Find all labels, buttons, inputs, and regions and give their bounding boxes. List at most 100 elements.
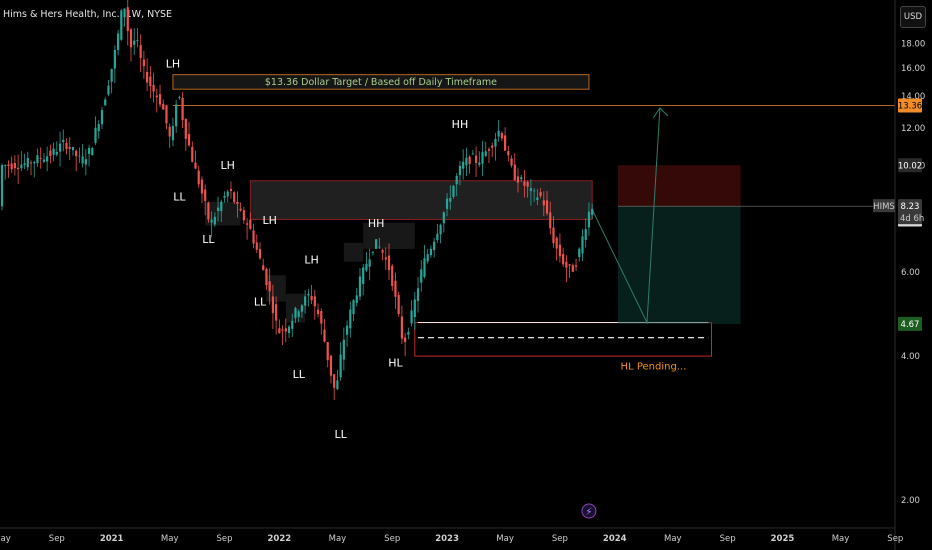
countdown-label: 4d 6h — [900, 214, 924, 224]
candle-body — [404, 337, 407, 343]
candle-body — [265, 268, 268, 285]
candle-body — [220, 201, 223, 212]
swing-label: HL — [388, 357, 403, 370]
candle-body — [52, 148, 55, 155]
candle-body — [565, 261, 568, 268]
candle-body — [7, 164, 10, 166]
candle-body — [133, 40, 136, 45]
candle-body — [494, 139, 497, 147]
swing-label: LL — [202, 233, 215, 246]
candle-body — [362, 267, 365, 285]
x-tick-label: Sep — [217, 534, 233, 544]
candle-body — [71, 146, 75, 151]
countdown-box — [898, 212, 922, 225]
candle-body — [523, 181, 526, 186]
candle-body — [181, 97, 184, 121]
candle-body — [536, 197, 539, 201]
candle-body — [287, 326, 291, 333]
candle-body — [13, 163, 16, 169]
candle-body — [291, 320, 294, 329]
x-tick-label: Sep — [49, 534, 65, 544]
x-tick-label: 2024 — [603, 534, 627, 544]
candle-body — [326, 342, 329, 361]
candle-body — [149, 76, 152, 87]
candle-body — [391, 265, 394, 286]
candle-body — [500, 133, 503, 139]
candle-body — [416, 288, 420, 301]
candle-body — [223, 195, 226, 198]
candle-body — [442, 212, 445, 224]
candle-body — [26, 158, 29, 168]
candle-body — [562, 253, 565, 265]
price-tag-label: 8.23 — [901, 202, 920, 212]
price-tag — [898, 98, 922, 113]
candle-body — [449, 197, 452, 202]
candle-body — [552, 227, 555, 244]
projection-arrowhead — [653, 107, 669, 118]
candle-body — [194, 162, 197, 169]
candle-body — [468, 156, 471, 165]
candle-body — [310, 296, 313, 301]
candle-body — [29, 162, 33, 164]
candle-body — [413, 299, 416, 318]
annotations-layer: LH LL LH LL LH LL LH LL LL HH HL HH ⚡ — [166, 57, 597, 519]
candle-body — [187, 134, 191, 146]
candle-body — [300, 305, 304, 312]
y-tick-label: 12.00 — [901, 124, 925, 134]
candle-body — [255, 242, 258, 250]
candle-body — [120, 10, 123, 40]
candle-body — [55, 151, 58, 155]
candle-body — [162, 103, 165, 110]
candle-body — [42, 159, 46, 162]
candle-body — [426, 254, 429, 262]
candle-body — [78, 155, 81, 157]
ticker-label: HIMS — [873, 202, 895, 212]
candle-body — [146, 71, 149, 83]
candle-body — [478, 162, 481, 165]
candle-body — [168, 126, 171, 137]
candle-body — [136, 40, 139, 42]
hl-pending-annotation: HL Pending... — [621, 361, 687, 372]
structure-block — [343, 242, 364, 262]
candle-body — [516, 176, 520, 183]
candle-body — [397, 294, 400, 314]
candle-body — [68, 146, 71, 149]
candle-body — [117, 33, 120, 51]
candle-body — [104, 99, 107, 106]
candle-body — [336, 380, 339, 390]
candle-body — [349, 309, 352, 329]
candle-body — [578, 248, 581, 257]
x-tick-label: 2021 — [100, 534, 124, 544]
candle-body — [58, 143, 62, 152]
candle-body — [423, 258, 426, 277]
candle-body — [36, 155, 39, 164]
target-zone — [172, 74, 590, 90]
candle-body — [345, 325, 349, 335]
candle-body — [545, 200, 549, 214]
candle-body — [129, 29, 133, 48]
candle-body — [304, 296, 307, 306]
candle-body — [539, 192, 542, 196]
candle-body — [526, 181, 529, 187]
candle-body — [10, 163, 13, 170]
x-tick-label: Sep — [887, 534, 903, 544]
candle-body — [439, 224, 442, 235]
swing-label: LL — [254, 296, 267, 309]
reward-box — [617, 206, 741, 324]
candle-body — [226, 191, 229, 197]
candle-body — [400, 316, 403, 339]
target-annotation: $13.36 Dollar Target / Based off Daily T… — [265, 77, 497, 88]
candle-body — [329, 355, 333, 376]
candle-body — [49, 150, 52, 157]
candle-body — [142, 59, 145, 67]
candle-body — [484, 151, 487, 156]
candle-body — [497, 130, 500, 137]
candle-body — [587, 211, 591, 228]
candle-body — [323, 329, 326, 342]
candle-body — [229, 188, 233, 191]
candle-body — [155, 95, 158, 98]
candle-body — [436, 233, 439, 241]
currency-button[interactable]: USD — [900, 6, 926, 28]
